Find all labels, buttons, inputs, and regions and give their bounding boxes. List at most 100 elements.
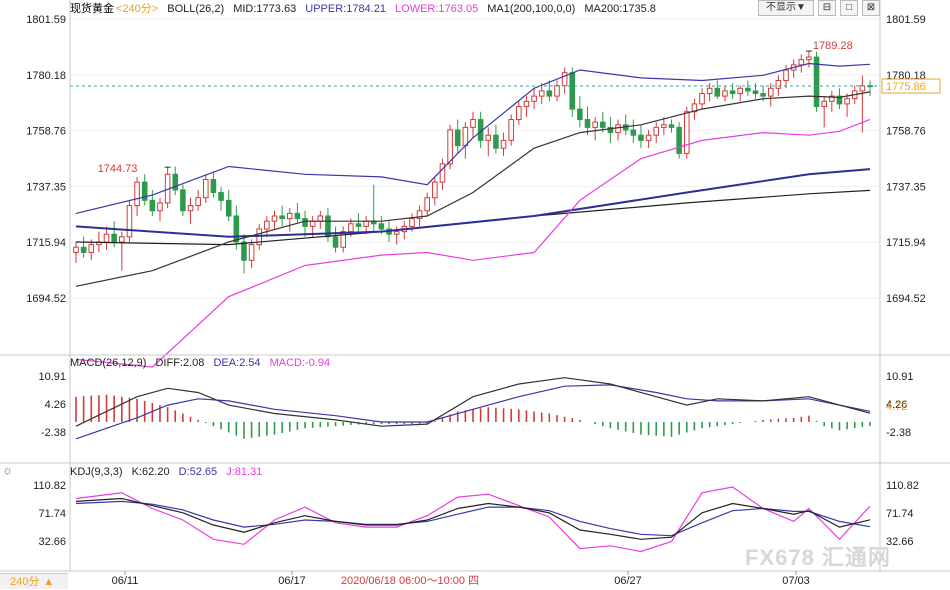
ma-line — [75, 168, 871, 238]
candle-body — [416, 210, 423, 220]
candle-body — [493, 134, 499, 149]
kdj-k: K:62.20 — [131, 466, 170, 478]
candle-body — [683, 111, 690, 154]
chart-header: 现货黄金 <240分> BOLL(26,2) MID:1773.63 UPPER:… — [70, 0, 656, 16]
settings-icon[interactable]: ☼ — [2, 463, 13, 477]
watermark: FX678 汇通网 — [745, 545, 891, 570]
candle-body — [80, 246, 87, 253]
candle-body — [661, 124, 667, 128]
price-tick-right: 1801.59 — [886, 14, 926, 26]
candle-body — [157, 202, 163, 212]
candle-body — [630, 129, 637, 136]
candle-body — [409, 218, 415, 227]
candle-body — [279, 215, 285, 220]
kdj-tick-left: 71.74 — [38, 508, 66, 520]
boll-mid-line — [75, 91, 871, 287]
price-tick-right: 1737.35 — [886, 181, 926, 193]
candle-body — [271, 215, 278, 222]
candle-body — [500, 139, 507, 149]
candle-body — [180, 189, 186, 212]
x-axis-label: 06/17 — [278, 575, 306, 587]
candle-body — [653, 126, 660, 136]
kdj-k-line — [75, 497, 871, 540]
candle-body — [73, 246, 79, 253]
candle-body — [607, 126, 614, 134]
kdj-tick-left: 32.66 — [38, 536, 66, 548]
candle-body — [225, 199, 232, 217]
candle-body — [806, 56, 812, 61]
candle-body — [485, 134, 492, 141]
candle-body — [126, 205, 133, 238]
candle-body — [706, 87, 713, 94]
price-tick-right: 1715.94 — [886, 237, 926, 249]
close-button[interactable]: ⊠ — [862, 0, 880, 16]
restore-button[interactable]: □ — [840, 0, 858, 16]
ma200-value: MA200:1735.8 — [584, 3, 656, 15]
price-tick-left: 1780.18 — [26, 70, 66, 82]
candle-body — [592, 121, 598, 128]
minimize-button[interactable]: ⊟ — [818, 0, 836, 16]
candle-body — [317, 215, 324, 222]
candle-body — [569, 72, 576, 110]
candle-body — [645, 134, 652, 141]
candle-body — [760, 92, 766, 97]
period-label[interactable]: <240分> — [116, 3, 159, 15]
candle-body — [745, 87, 751, 92]
candle-body — [294, 212, 301, 220]
candle-body — [134, 181, 140, 207]
candle-body — [836, 95, 843, 105]
kdj-d-line — [75, 500, 871, 537]
period-selector-label: 240分 — [10, 576, 40, 588]
macd-tick-right: 4.26 — [886, 399, 907, 411]
candle-body — [88, 244, 95, 253]
candle-body — [111, 233, 117, 243]
candle-body — [378, 223, 385, 230]
macd-value: MACD:-0.94 — [269, 357, 331, 369]
ma-label: MA1(200,100,0,0) — [487, 3, 576, 15]
macd-tick-left: -2.38 — [41, 427, 66, 439]
x-axis-label: 2020/06/18 06:00～10:00 四 — [341, 575, 479, 587]
macd-pane — [75, 377, 871, 440]
macd-tick-right: 10.91 — [886, 371, 914, 383]
candle-body — [286, 212, 293, 220]
kdj-header: KDJ(9,3,3) K:62.20 D:52.65 J:81.31 — [70, 466, 262, 478]
symbol-name: 现货黄金 — [70, 3, 114, 15]
candle-body — [332, 236, 339, 248]
macd-tick-right: -2.38 — [886, 427, 911, 439]
kdj-tick-right: 71.74 — [886, 508, 914, 520]
price-tick-left: 1737.35 — [26, 181, 66, 193]
candle-body — [584, 119, 591, 128]
candle-body — [767, 87, 774, 97]
candle-body — [447, 129, 453, 165]
period-selector[interactable]: 240分 ▲ — [0, 573, 68, 589]
candle-body — [844, 98, 850, 105]
current-price-label: 1775.86 — [886, 81, 926, 93]
kdj-pane — [75, 486, 871, 553]
boll-upper-line — [75, 62, 871, 214]
macd-current-label: 4.72 — [886, 401, 907, 413]
candle-body — [561, 72, 568, 87]
candle-body — [775, 79, 782, 89]
candle-body — [218, 192, 224, 201]
hide-dropdown-button[interactable]: 不显示▼ — [758, 0, 814, 16]
ma200-line — [75, 189, 871, 246]
macd-header: MACD(26,12,9) DIFF:2.08 DEA:2.54 MACD:-0… — [70, 357, 330, 369]
x-axis-label: 07/03 — [782, 575, 810, 587]
kdj-j: J:81.31 — [226, 466, 263, 478]
current-price-box — [881, 78, 941, 94]
up-arrow-icon: ▲ — [43, 576, 55, 588]
candle-body — [538, 90, 545, 97]
candle-body — [829, 95, 835, 102]
boll-lower-line — [75, 118, 871, 368]
candle-body — [638, 134, 644, 141]
peak-annotation: 1744.73 — [98, 163, 138, 175]
macd-diff-line — [75, 377, 871, 427]
candle-body — [599, 121, 606, 128]
candle-body — [103, 233, 110, 243]
candle-body — [439, 163, 446, 183]
candle-body — [264, 220, 270, 230]
candle-body — [210, 178, 217, 194]
price-tick-right: 1758.76 — [886, 126, 926, 138]
high-annotation: 1789.28 — [813, 40, 853, 52]
kdj-j-line — [75, 486, 871, 553]
